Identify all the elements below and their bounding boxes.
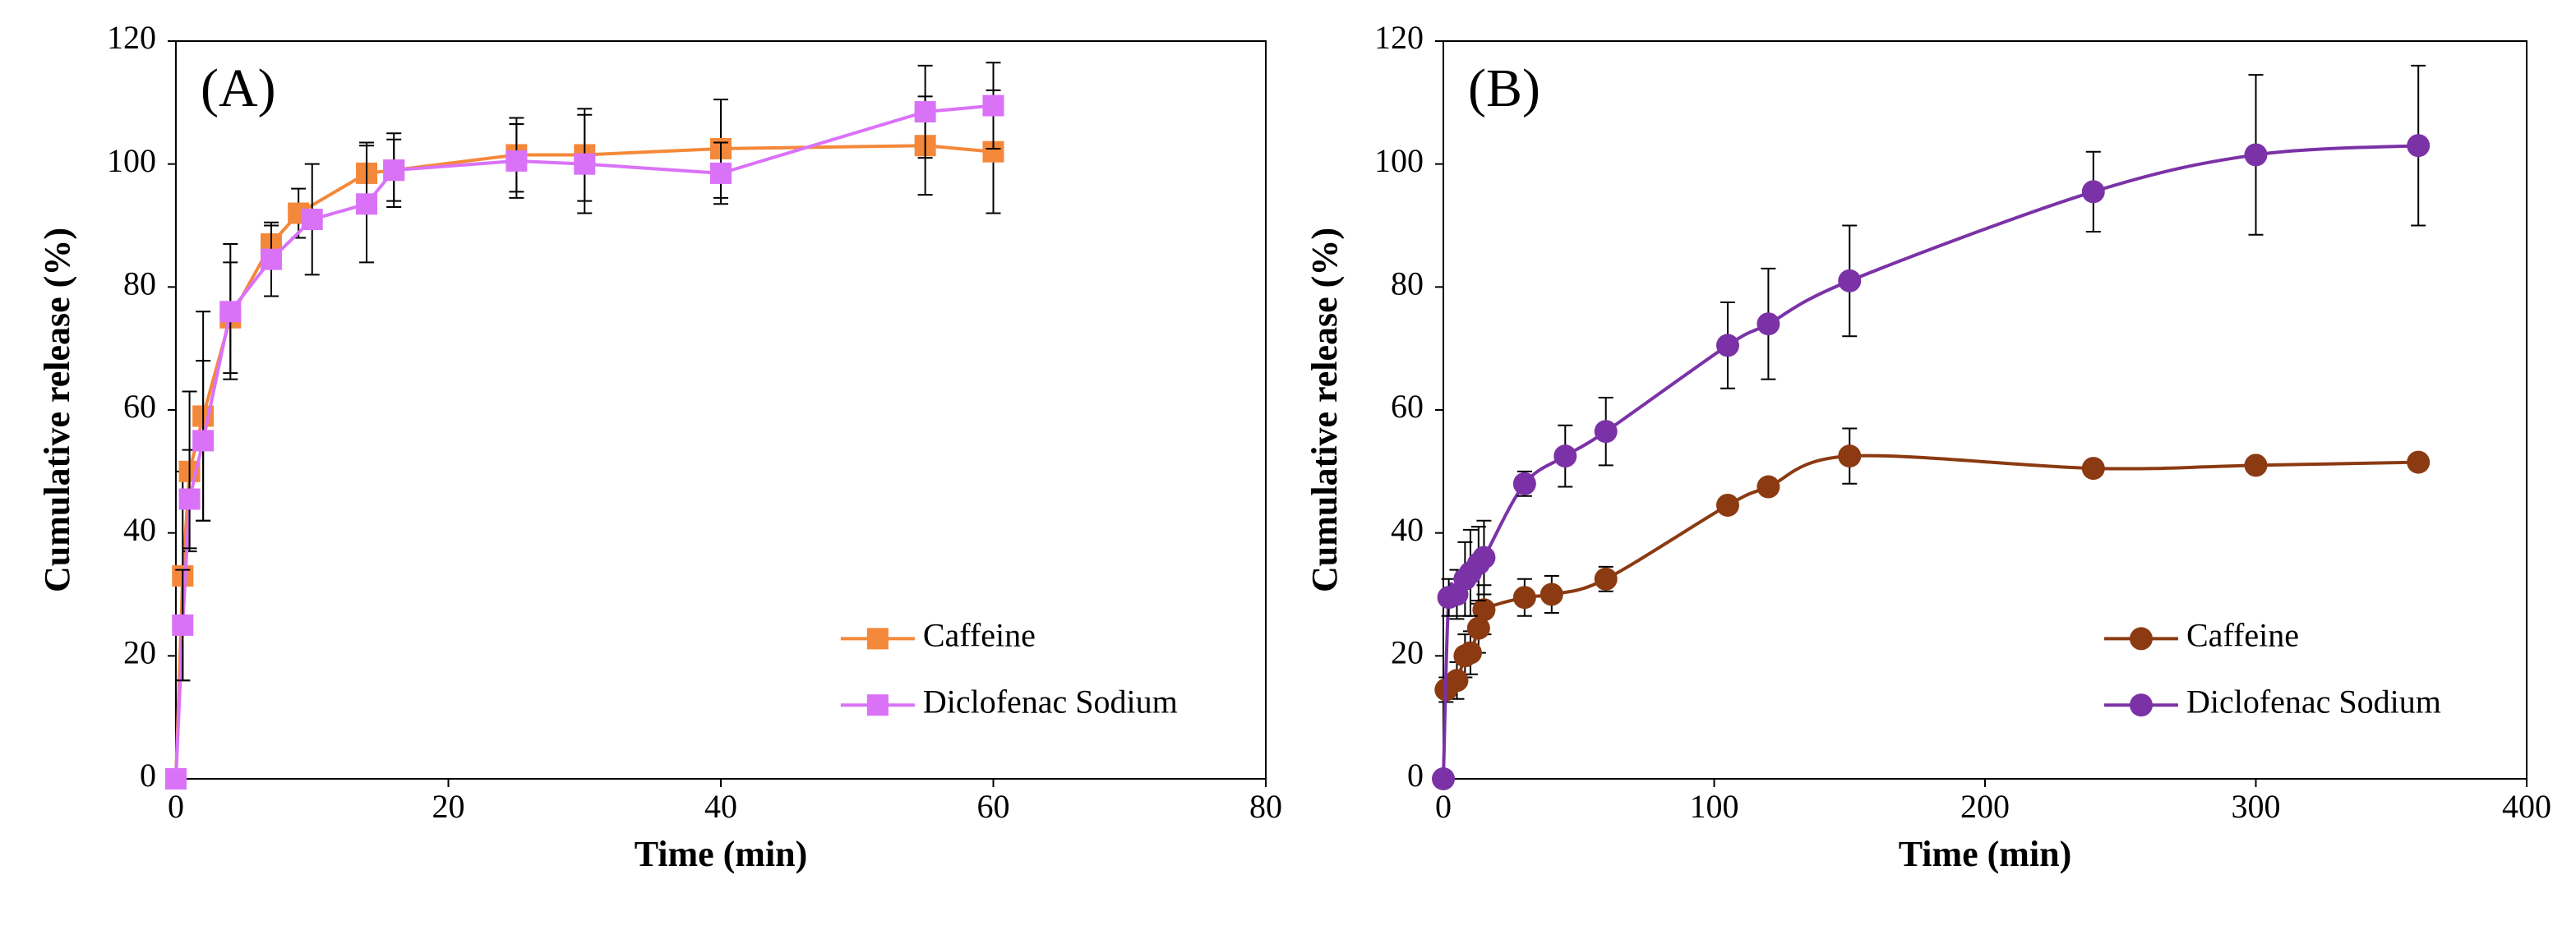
legend-label: Caffeine (2186, 617, 2299, 654)
y-tick-label: 80 (1391, 265, 1424, 302)
y-tick-label: 40 (1391, 511, 1424, 548)
marker (1466, 616, 1490, 640)
x-tick-label: 60 (977, 788, 1010, 825)
y-tick-label: 80 (123, 265, 156, 302)
series-line (174, 144, 994, 780)
panel-label: (A) (201, 58, 276, 118)
y-tick-label: 20 (123, 634, 156, 671)
marker (574, 153, 596, 175)
marker (2129, 693, 2153, 717)
marker (710, 162, 732, 184)
y-tick-label: 100 (107, 142, 156, 179)
legend-label: Caffeine (923, 617, 1036, 654)
marker (1472, 546, 1496, 569)
series-line (1445, 453, 2419, 692)
marker (1838, 444, 1862, 468)
marker (914, 101, 936, 123)
y-tick-label: 40 (123, 511, 156, 548)
marker (178, 488, 201, 510)
marker (1432, 767, 1455, 790)
x-tick-label: 40 (704, 788, 737, 825)
x-axis-label: Time (min) (635, 834, 808, 874)
marker (1757, 475, 1780, 499)
marker (219, 301, 242, 323)
marker (506, 150, 528, 172)
marker (1540, 582, 1563, 606)
marker (982, 94, 1004, 117)
y-tick-label: 60 (123, 388, 156, 425)
marker (1594, 567, 1618, 591)
marker (1594, 420, 1618, 444)
legend-label: Diclofenac Sodium (2186, 683, 2441, 720)
panel-label: (B) (1468, 58, 1540, 118)
marker (2081, 180, 2105, 204)
marker (1553, 444, 1577, 468)
y-axis-label: Cumulative release (%) (1304, 228, 1345, 592)
marker (866, 628, 889, 650)
y-axis-label: Cumulative release (%) (37, 228, 77, 592)
marker (1757, 312, 1780, 336)
marker (2081, 457, 2105, 481)
y-tick-label: 100 (1374, 142, 1424, 179)
x-tick-label: 80 (1249, 788, 1282, 825)
marker (866, 694, 889, 716)
y-tick-label: 0 (140, 757, 156, 794)
x-tick-label: 20 (432, 788, 465, 825)
marker (1715, 334, 1739, 357)
x-axis-label: Time (min) (1899, 834, 2072, 874)
marker (261, 248, 283, 270)
x-tick-label: 0 (168, 788, 184, 825)
x-tick-label: 0 (1435, 788, 1452, 825)
x-tick-label: 300 (2232, 788, 2281, 825)
x-tick-label: 200 (1960, 788, 2010, 825)
marker (1472, 598, 1496, 622)
marker (383, 159, 405, 182)
x-tick-label: 400 (2502, 788, 2551, 825)
y-tick-label: 120 (107, 19, 156, 56)
x-tick-label: 100 (1690, 788, 1739, 825)
marker (1715, 493, 1739, 517)
marker (2244, 143, 2268, 167)
marker (2244, 453, 2268, 477)
y-tick-label: 0 (1407, 757, 1424, 794)
marker (1512, 586, 1536, 610)
marker (2407, 134, 2431, 158)
marker (1838, 269, 1862, 292)
marker (356, 193, 378, 215)
legend-label: Diclofenac Sodium (923, 683, 1178, 720)
marker (192, 430, 215, 452)
marker (165, 768, 187, 790)
marker (1512, 472, 1536, 495)
marker (1445, 669, 1469, 693)
marker (2407, 450, 2431, 474)
y-tick-label: 20 (1391, 634, 1424, 671)
marker (301, 209, 323, 231)
y-tick-label: 120 (1374, 19, 1424, 56)
marker (2129, 627, 2153, 651)
y-tick-label: 60 (1391, 388, 1424, 425)
marker (172, 614, 194, 636)
marker (1458, 641, 1482, 665)
